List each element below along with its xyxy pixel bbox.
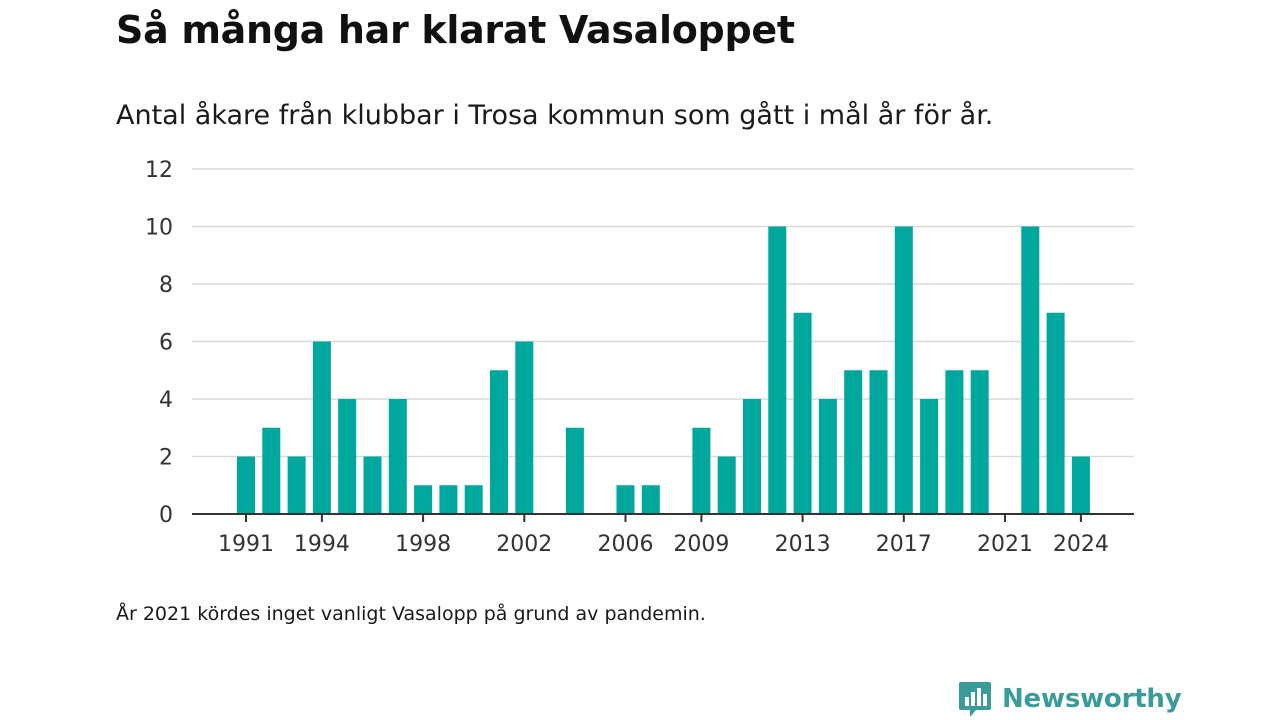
bar-1998 xyxy=(414,485,433,514)
bar-2000 xyxy=(464,485,483,514)
x-tick-label: 2024 xyxy=(1053,532,1109,557)
bar-2022 xyxy=(1021,226,1040,514)
bar-2018 xyxy=(920,399,939,514)
bar-2014 xyxy=(818,399,837,514)
bar-2016 xyxy=(869,370,888,514)
bar-1999 xyxy=(439,485,458,514)
bar-2006 xyxy=(616,485,635,514)
bar-1996 xyxy=(363,456,382,514)
bar-2019 xyxy=(945,370,964,514)
x-tick-label: 2006 xyxy=(598,532,654,557)
brand-name: Newsworthy xyxy=(1002,684,1182,714)
x-tick-label: 1998 xyxy=(395,532,451,557)
bar-2004 xyxy=(565,427,584,514)
newsworthy-logo-icon xyxy=(959,682,991,717)
y-tick-label: 0 xyxy=(159,503,173,528)
bar-2020 xyxy=(970,370,989,514)
bar-1994 xyxy=(312,341,331,514)
bar-2001 xyxy=(490,370,508,514)
bar-2024 xyxy=(1071,456,1090,514)
chart-title: Så många har klarat Vasaloppet xyxy=(116,8,795,52)
bar-2002 xyxy=(515,341,534,514)
bar-1995 xyxy=(338,399,357,514)
x-axis-labels: 1991 1994 1998 2002 2006 2009 2013 2017 2021 2024 xyxy=(218,532,1109,557)
x-tick-label: 2002 xyxy=(496,532,552,557)
bar-2013 xyxy=(793,312,812,514)
grid-lines xyxy=(192,168,1134,458)
bar-2011 xyxy=(743,399,761,514)
chart-subtitle: Antal åkare från klubbar i Trosa kommun … xyxy=(116,100,994,131)
x-axis xyxy=(192,513,1134,522)
bar-1991 xyxy=(237,456,255,514)
bar-1992 xyxy=(262,427,281,514)
bar-2023 xyxy=(1046,312,1065,514)
bar-1997 xyxy=(388,399,407,514)
y-tick-label: 10 xyxy=(145,216,173,241)
y-tick-label: 8 xyxy=(159,273,173,298)
bars xyxy=(237,226,1090,514)
bar-2015 xyxy=(844,370,863,514)
bar-2007 xyxy=(641,485,660,514)
y-tick-label: 2 xyxy=(159,446,173,471)
footnote: År 2021 kördes inget vanligt Vasalopp på… xyxy=(116,603,706,625)
bar-2012 xyxy=(768,226,787,514)
x-tick-label: 1994 xyxy=(294,532,350,557)
bar-2009 xyxy=(692,427,711,514)
y-tick-label: 12 xyxy=(145,158,173,183)
y-axis-labels: 0 2 4 6 8 10 12 xyxy=(145,158,173,528)
brand-logo: Newsworthy xyxy=(958,680,1182,718)
y-tick-label: 4 xyxy=(159,388,173,413)
bar-2017 xyxy=(894,226,913,514)
y-tick-label: 6 xyxy=(159,331,173,356)
x-tick-label: 2009 xyxy=(673,532,729,557)
bar-1993 xyxy=(287,456,306,514)
bar-2010 xyxy=(717,456,736,514)
x-tick-label: 2021 xyxy=(977,532,1033,557)
x-tick-label: 2013 xyxy=(775,532,831,557)
x-tick-label: 2017 xyxy=(876,532,932,557)
x-tick-label: 1991 xyxy=(218,532,274,557)
